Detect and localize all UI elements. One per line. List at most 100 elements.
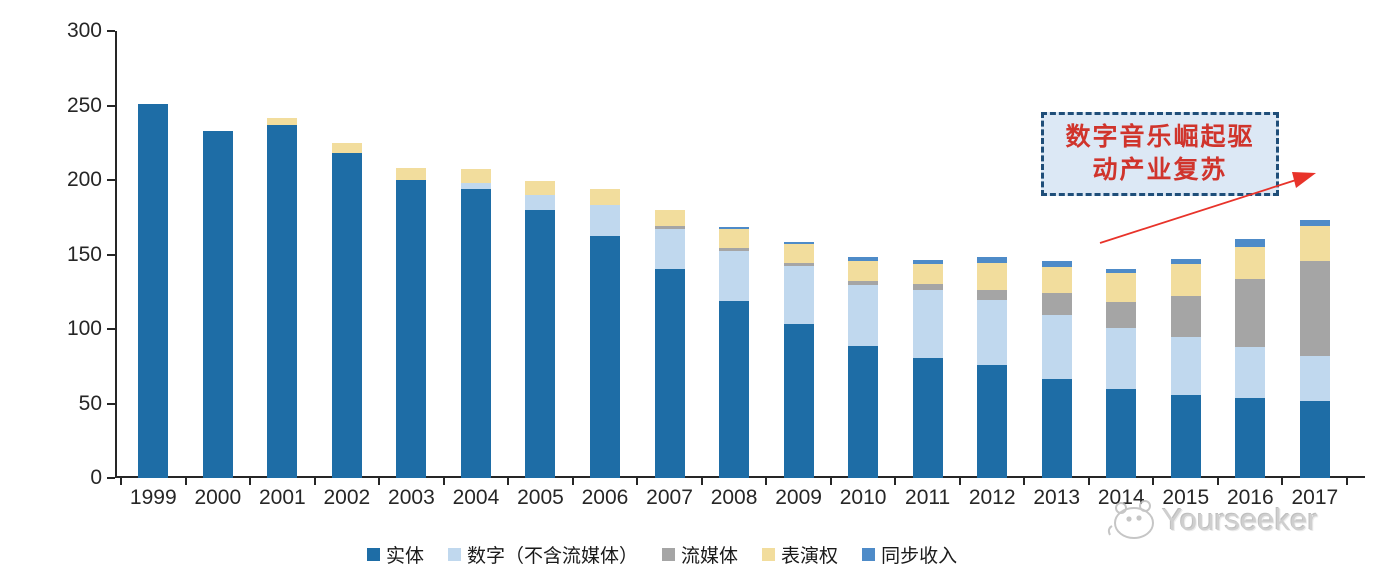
bar-slot (960, 33, 1025, 478)
segment-physical (912, 357, 943, 478)
x-axis-label: 2007 (646, 486, 693, 509)
segment-physical (1299, 400, 1330, 478)
bar-slot (121, 33, 186, 478)
segment-physical (202, 130, 233, 478)
segment-streaming (1041, 292, 1072, 315)
segment-performance-rights (654, 209, 685, 226)
stacked-bar (1299, 219, 1330, 478)
watermark: Yourseeker (1106, 496, 1318, 544)
segment-digital-excl-streaming (589, 205, 620, 237)
segment-performance-rights (1170, 264, 1201, 296)
legend-label-sync-revenue: 同步收入 (881, 546, 958, 567)
segment-performance-rights (525, 181, 556, 195)
stacked-bar (138, 104, 169, 478)
x-axis-label: 2015 (1162, 486, 1210, 509)
annotation-line-2: 动产业复苏 (1092, 156, 1228, 184)
bar-slot (1218, 33, 1283, 478)
segment-digital-excl-streaming (977, 300, 1008, 366)
segment-performance-rights (267, 117, 298, 125)
segment-streaming (1170, 295, 1201, 338)
x-axis-label: 2006 (581, 486, 629, 509)
segment-digital-excl-streaming (1170, 337, 1201, 395)
stacked-bar (977, 257, 1008, 478)
segment-streaming (977, 289, 1008, 301)
x-axis-label: 2011 (905, 486, 951, 509)
y-axis-tick (107, 402, 115, 405)
y-axis-tick-label: 300 (66, 19, 102, 42)
x-axis-tick (1023, 478, 1026, 485)
y-axis-tick-label: 250 (66, 93, 102, 117)
stacked-bar (912, 260, 943, 478)
bar-slot (186, 33, 251, 478)
bar-slot (637, 33, 702, 478)
x-axis-tick (636, 478, 639, 485)
stacked-bar (460, 169, 491, 478)
stacked-bar (848, 257, 879, 478)
segment-performance-rights (460, 169, 491, 183)
segment-performance-rights (783, 243, 814, 263)
x-axis-label: 2003 (388, 486, 435, 509)
segment-performance-rights (1041, 267, 1072, 293)
stacked-bar (1235, 239, 1266, 478)
stacked-bar (1041, 261, 1072, 478)
segment-digital-excl-streaming (1235, 347, 1266, 398)
bar-slot (831, 33, 896, 478)
segment-digital-excl-streaming (1106, 328, 1137, 389)
bar-slot (573, 33, 638, 478)
bar-slot (1089, 33, 1154, 478)
segment-sync-revenue (1299, 219, 1330, 226)
segment-physical (719, 301, 750, 478)
x-axis-tick (184, 478, 187, 485)
segment-physical (977, 365, 1008, 478)
segment-physical (589, 236, 620, 478)
segment-physical (1235, 397, 1266, 478)
stacked-bar (589, 188, 620, 478)
x-axis-tick (700, 478, 703, 485)
segment-streaming (783, 262, 814, 266)
x-axis-tick (378, 478, 381, 485)
x-axis-tick (249, 478, 252, 485)
segment-sync-revenue (912, 260, 943, 265)
x-axis-label: 2005 (517, 486, 564, 509)
segment-digital-excl-streaming (1299, 356, 1330, 401)
x-axis-tick (894, 478, 897, 485)
legend-label-physical: 实体 (386, 546, 425, 567)
y-axis-tick (107, 328, 115, 330)
x-axis-label: 2008 (710, 486, 758, 509)
x-axis-tick (1087, 478, 1090, 485)
segment-performance-rights (396, 168, 427, 180)
segment-performance-rights (1235, 246, 1266, 280)
x-axis-label: 2010 (839, 486, 887, 509)
segment-performance-rights (719, 228, 750, 249)
segment-physical (783, 323, 814, 478)
x-axis-tick (442, 478, 445, 485)
bar-slot (1283, 33, 1348, 478)
legend-label-performance-rights: 表演权 (781, 546, 839, 567)
bar-slot (315, 33, 380, 478)
segment-performance-rights (589, 188, 620, 206)
segment-physical (396, 179, 427, 478)
segment-sync-revenue (1235, 239, 1266, 247)
segment-performance-rights (912, 264, 943, 284)
segment-performance-rights (977, 262, 1008, 290)
x-axis-label: 2001 (258, 486, 306, 509)
segment-streaming (912, 283, 943, 290)
y-axis-tick-label: 50 (78, 391, 102, 415)
segment-physical (1041, 378, 1072, 478)
y-axis-tick (107, 30, 115, 32)
bar-slot (766, 33, 831, 478)
stacked-bar (1106, 268, 1137, 478)
segment-performance-rights (1299, 225, 1330, 262)
segment-physical (525, 209, 556, 478)
annotation-callout: 数字音乐崛起驱 动产业复苏 (1041, 112, 1279, 196)
y-axis-tick-label: 150 (66, 242, 102, 266)
bar-slot (508, 33, 573, 478)
x-axis-tick (120, 478, 122, 485)
segment-physical (848, 345, 879, 478)
legend-label-digital-excl-streaming: 数字（不含流媒体） (467, 546, 639, 567)
x-axis-label: 2009 (775, 486, 822, 509)
x-axis-tick (829, 478, 832, 485)
x-axis-label: 2012 (968, 486, 1016, 509)
stacked-bar (654, 209, 685, 478)
